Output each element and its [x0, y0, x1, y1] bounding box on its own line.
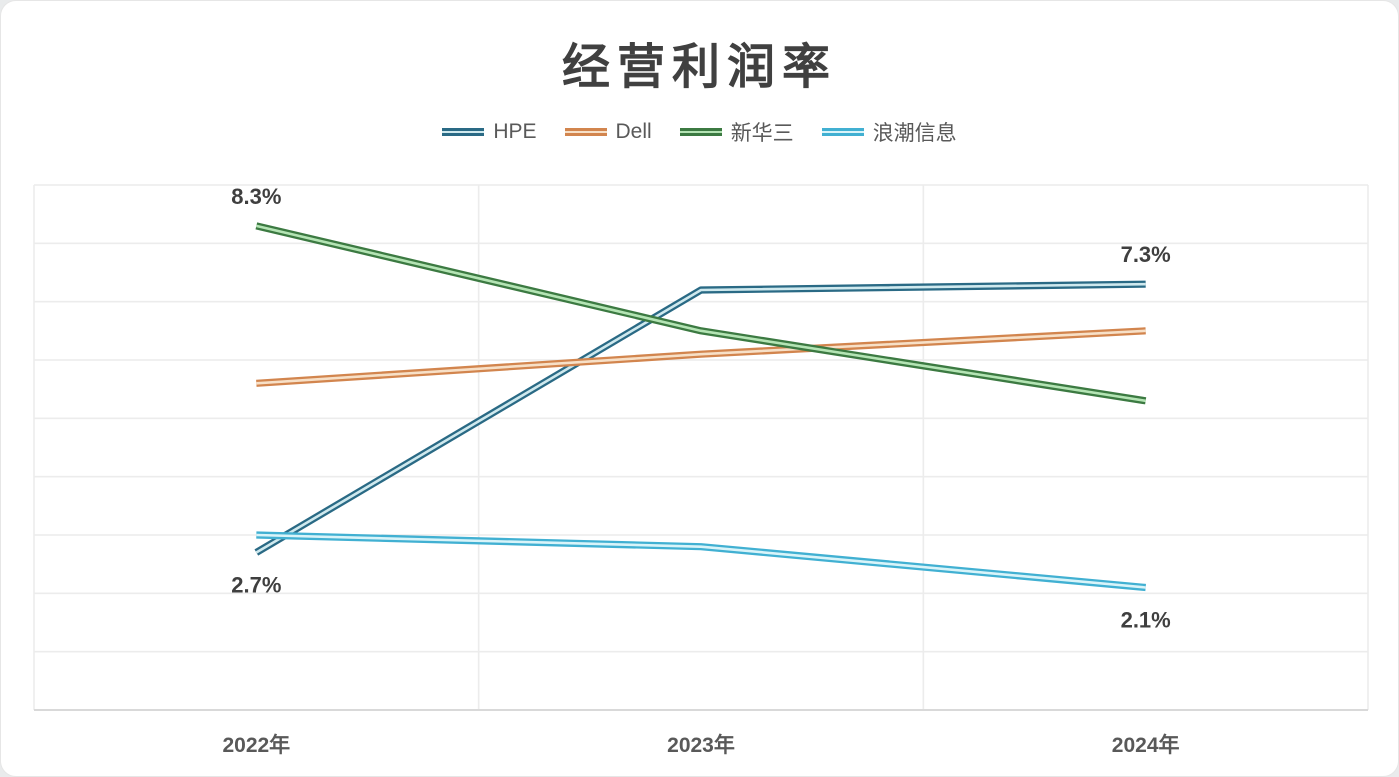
data-label-2: 7.3% — [1121, 242, 1171, 267]
data-label-0: 8.3% — [231, 184, 281, 209]
data-label-1: 2.7% — [231, 573, 281, 598]
legend-label: HPE — [493, 120, 537, 143]
legend-item-0: HPE — [442, 120, 537, 144]
legend-line-swatch-icon — [821, 128, 864, 136]
legend-label: Dell — [615, 120, 652, 143]
legend-swatch-core — [442, 130, 485, 134]
legend-swatch-core — [821, 130, 864, 134]
legend-line-swatch-icon — [564, 128, 607, 136]
series-line-浪潮信息 — [256, 531, 1146, 592]
series-line-core-新华三 — [256, 224, 1146, 403]
legend-line-swatch-icon — [679, 128, 722, 136]
x-axis-label-0: 2022年 — [222, 733, 290, 757]
legend-label: 浪潮信息 — [872, 122, 957, 145]
legend-swatch-core — [564, 130, 607, 134]
series-line-core-HPE — [255, 282, 1146, 554]
chart-title: 经营利润率 — [561, 41, 837, 94]
legend-line-swatch-icon — [442, 128, 485, 136]
legend-item-3: 浪潮信息 — [821, 117, 957, 147]
series-line-core-浪潮信息 — [256, 533, 1146, 589]
chart-legend: HPE Dell 新华三 浪潮信息 — [1, 117, 1398, 147]
legend-item-1: Dell — [564, 120, 652, 144]
legend-item-2: 新华三 — [679, 117, 794, 147]
x-axis-label-1: 2023年 — [667, 733, 735, 757]
data-label-3: 2.1% — [1121, 608, 1171, 633]
series-line-core-Dell — [256, 329, 1146, 385]
x-axis-label-2: 2024年 — [1112, 733, 1180, 757]
legend-label: 新华三 — [730, 122, 794, 145]
legend-swatch-core — [679, 130, 722, 134]
